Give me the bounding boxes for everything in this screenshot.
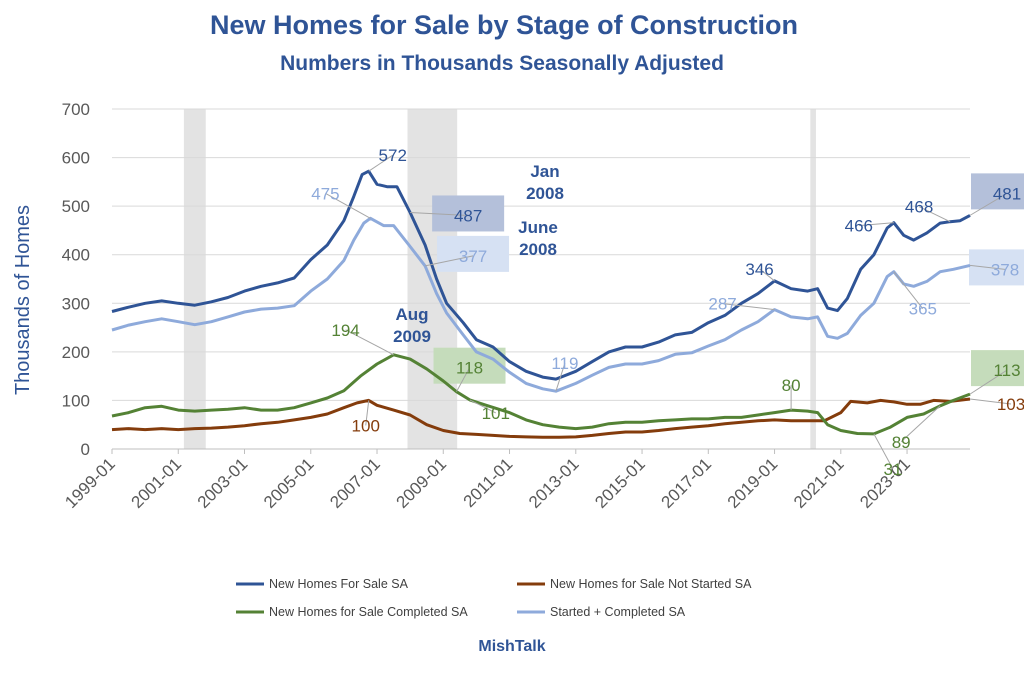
x-tick-label: 2011-01 bbox=[460, 454, 517, 511]
annotation-box-113 bbox=[971, 350, 1024, 387]
annotation-287: 287 bbox=[708, 295, 736, 314]
x-tick-label: 2021-01 bbox=[790, 454, 848, 512]
annotation-377: 377 bbox=[459, 247, 487, 266]
annotation-leader-89 bbox=[900, 405, 941, 443]
annotation-194: 194 bbox=[331, 321, 359, 340]
legend-label-1: New Homes for Sale Not Started SA bbox=[550, 577, 752, 591]
annotation-119: 119 bbox=[551, 354, 578, 373]
y-tick-label: 300 bbox=[62, 294, 90, 313]
series-lines bbox=[111, 169, 971, 439]
series-line-started-plus-completed bbox=[111, 216, 971, 393]
x-tick-label: 2017-01 bbox=[658, 454, 716, 512]
x-tick-label: 2007-01 bbox=[326, 454, 384, 512]
recession-band-0 bbox=[183, 109, 206, 449]
annotation-100: 100 bbox=[352, 416, 380, 435]
annotation-box-481 bbox=[971, 173, 1024, 210]
annotation-box-118 bbox=[433, 347, 506, 384]
series-line-for-sale bbox=[111, 169, 971, 381]
annotation-365: 365 bbox=[909, 300, 937, 319]
chart-subtitle: Numbers in Thousands Seasonally Adjusted bbox=[280, 52, 724, 75]
annotation-leader-481 bbox=[969, 192, 1008, 216]
y-tick-label: 100 bbox=[62, 391, 90, 410]
annotation-89: 89 bbox=[892, 433, 911, 452]
x-tick-label: 2003-01 bbox=[194, 454, 252, 512]
annotation-481: 481 bbox=[993, 184, 1021, 203]
annotation-101: 101 bbox=[482, 404, 510, 423]
gridlines bbox=[112, 108, 970, 450]
x-tick-label: 2001-01 bbox=[128, 454, 186, 512]
annotation-box-377 bbox=[437, 235, 510, 272]
annotation-leader-194 bbox=[345, 329, 394, 356]
annotation-box-487 bbox=[432, 195, 505, 232]
annotation-leader-377 bbox=[424, 255, 474, 267]
x-tick-label: 1999-01 bbox=[61, 454, 119, 512]
date-note-2: Aug bbox=[395, 305, 428, 324]
source-label: MishTalk bbox=[478, 638, 545, 655]
annotation-leader-378 bbox=[969, 264, 1006, 270]
annotation-118: 118 bbox=[456, 359, 483, 378]
x-tick-label: 2019-01 bbox=[724, 454, 782, 512]
y-axis-label: Thousands of Homes bbox=[12, 205, 34, 395]
annotation-leader-119 bbox=[555, 363, 566, 392]
annotation-378: 378 bbox=[991, 260, 1019, 279]
x-tick-label: 2005-01 bbox=[260, 454, 318, 512]
annotation-31: 31 bbox=[883, 460, 902, 479]
chart-title: New Homes for Sale by Stage of Construct… bbox=[210, 10, 798, 40]
annotation-80: 80 bbox=[782, 376, 801, 395]
annotation-leader-101 bbox=[469, 399, 496, 414]
x-tick-label: 2009-01 bbox=[393, 454, 451, 512]
y-tick-label: 500 bbox=[62, 197, 90, 216]
series-line-not-started bbox=[111, 397, 971, 439]
y-axis-ticks: 0 100 200 300 400 500 600 700 bbox=[62, 100, 90, 459]
annotation-346: 346 bbox=[745, 260, 773, 279]
y-tick-label: 200 bbox=[62, 343, 90, 362]
annotation-leader-468 bbox=[918, 206, 951, 223]
data-annotations: 572 475 487 377 194 118 101 100 119 346 287 80 466 36… bbox=[311, 146, 1024, 479]
legend-label-2: New Homes for Sale Completed SA bbox=[269, 605, 468, 619]
recession-band-1 bbox=[407, 109, 458, 449]
date-note-0: Jan bbox=[530, 162, 559, 181]
annotation-leader-118 bbox=[456, 367, 470, 392]
annotation-103: 103 bbox=[997, 395, 1024, 414]
annotation-487: 487 bbox=[454, 206, 482, 225]
legend-label-3: Started + Completed SA bbox=[550, 605, 686, 619]
annotation-leader-475 bbox=[325, 192, 371, 219]
annotation-leader-100 bbox=[365, 400, 370, 426]
series-line-completed bbox=[111, 353, 971, 436]
recession-band-2 bbox=[810, 109, 816, 449]
y-tick-label: 600 bbox=[62, 149, 90, 168]
annotation-572: 572 bbox=[379, 146, 407, 165]
annotation-leader-466 bbox=[858, 222, 894, 227]
annotation-113: 113 bbox=[993, 361, 1020, 380]
annotation-box-378 bbox=[969, 249, 1024, 286]
annotation-leader-113 bbox=[969, 369, 1008, 395]
annotation-boxes bbox=[432, 173, 1024, 387]
annotation-468: 468 bbox=[905, 198, 933, 217]
legend: New Homes For Sale SA New Homes for Sale … bbox=[236, 577, 752, 619]
recession-shading bbox=[183, 109, 816, 449]
annotation-leader-31 bbox=[873, 433, 894, 470]
annotation-leader-365 bbox=[893, 271, 924, 310]
annotation-475: 475 bbox=[311, 184, 339, 203]
x-axis-ticks: 1999-01 2001-01 2003-01 2005-01 2007-01 2009-… bbox=[61, 449, 914, 512]
y-tick-label: 400 bbox=[62, 246, 90, 265]
x-tick-label: 2015-01 bbox=[591, 454, 649, 512]
date-note-0: 2008 bbox=[526, 184, 564, 203]
y-tick-label: 0 bbox=[81, 440, 90, 459]
date-notes: Jan 2008 June 2008 Aug 2009 bbox=[393, 162, 564, 346]
date-note-1: June bbox=[518, 218, 558, 237]
legend-label-0: New Homes For Sale SA bbox=[269, 577, 409, 591]
annotation-leader-287 bbox=[722, 303, 775, 311]
annotation-leader-103 bbox=[969, 398, 1012, 405]
annotation-leader-572 bbox=[368, 154, 394, 172]
date-note-1: 2008 bbox=[519, 240, 557, 259]
date-note-2: 2009 bbox=[393, 327, 431, 346]
annotation-leader-487 bbox=[410, 211, 469, 216]
annotation-466: 466 bbox=[845, 217, 873, 236]
y-tick-label: 700 bbox=[62, 100, 90, 119]
x-tick-label: 2013-01 bbox=[525, 454, 583, 512]
annotation-leader-346 bbox=[759, 268, 775, 282]
